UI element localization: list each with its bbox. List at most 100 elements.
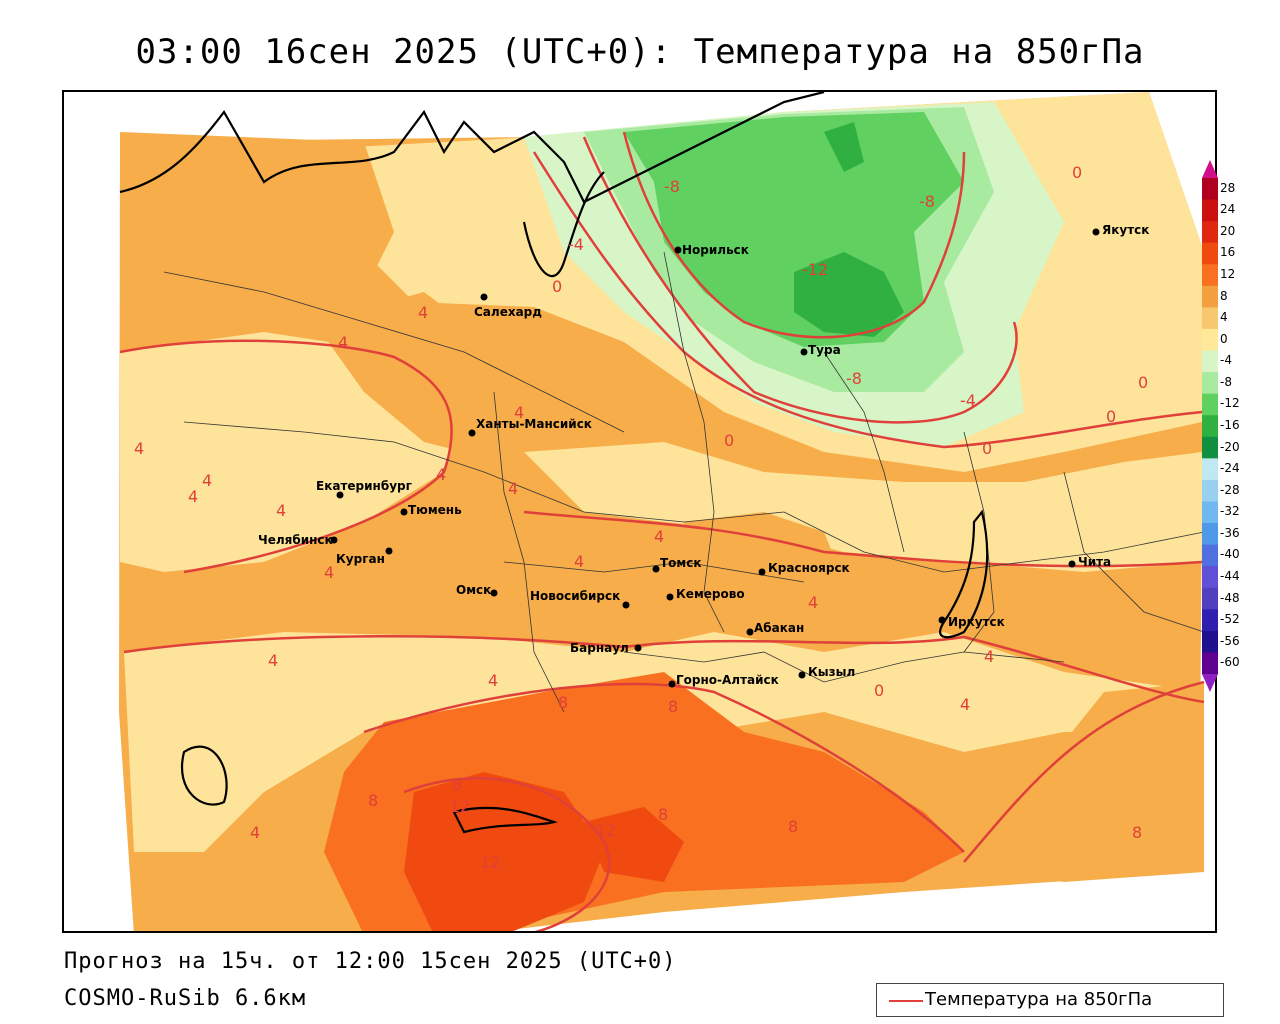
city-krasnoyarsk[interactable]: Красноярск xyxy=(758,561,850,576)
svg-text:Ханты-Мансийск: Ханты-Мансийск xyxy=(476,417,592,431)
field-4-8-east xyxy=(964,682,1204,882)
colorbar-tick-label: -48 xyxy=(1220,590,1240,605)
svg-text:Барнаул: Барнаул xyxy=(570,641,629,655)
colorbar-swatch xyxy=(1202,350,1218,373)
colorbar-min-arrow xyxy=(1202,674,1218,692)
model-name: COSMO-RuSib 6.6км xyxy=(64,986,307,1011)
svg-text:Салехард: Салехард xyxy=(474,305,542,319)
caspian-coast xyxy=(181,745,228,806)
city-salekhard[interactable]: Салехард xyxy=(474,293,542,320)
colorbar-tick-label: 12 xyxy=(1220,267,1236,282)
isotherm-4-east xyxy=(963,680,1205,863)
colorbar-tick-label: -16 xyxy=(1220,418,1240,432)
isotherm-4-center xyxy=(523,510,1203,568)
colorbar-swatch xyxy=(1202,178,1218,201)
city-omsk[interactable]: Омск xyxy=(456,583,498,597)
city-gorno-altaysk[interactable]: Горно-Алтайск xyxy=(668,673,779,688)
colorbar-tick-label: -12 xyxy=(1220,396,1240,411)
iso-label: 0 xyxy=(1138,373,1148,392)
field-neg16-neg12-north xyxy=(824,122,864,172)
svg-text:Якутск: Якутск xyxy=(1102,223,1149,237)
temperature-map: Салехард Норильск Тура Якутск Ханты-Манс… xyxy=(64,92,1215,931)
colorbar-swatch xyxy=(1202,328,1218,352)
city-chita[interactable]: Чита xyxy=(1068,555,1112,569)
svg-text:Тура: Тура xyxy=(808,343,841,357)
iso-label: 4 xyxy=(436,465,446,484)
iso-label: 8 xyxy=(668,697,678,716)
city-yekaterinburg[interactable]: Екатеринбург xyxy=(316,479,412,499)
isotherm-neg8 xyxy=(622,131,966,339)
isotherm-labels: -8 -8 -12 -8 -4 -4 0 0 0 0 0 0 0 4 4 4 4… xyxy=(134,163,1148,872)
city-tomsk[interactable]: Томск xyxy=(652,556,702,573)
city-irkutsk[interactable]: Иркутск xyxy=(938,615,1005,629)
legend: Температура на 850гПа xyxy=(876,983,1224,1017)
city-kurgan[interactable]: Курган xyxy=(336,547,393,567)
colorbar-tick-label: -24 xyxy=(1220,461,1240,476)
svg-text:Чита: Чита xyxy=(1078,555,1111,569)
colorbar-swatch xyxy=(1202,242,1218,265)
colorbar-tick-label: -32 xyxy=(1220,504,1240,519)
iso-label: 4 xyxy=(654,527,664,546)
colorbar-swatch xyxy=(1202,221,1218,244)
field-4-8-ob xyxy=(314,292,544,462)
isotherm-0-north xyxy=(532,151,1203,449)
iso-label: 12 xyxy=(480,853,500,872)
admin-boundaries xyxy=(163,251,1205,713)
iso-label: -4 xyxy=(960,391,976,410)
iso-label: 8 xyxy=(368,791,378,810)
colorbar-tick-label: 20 xyxy=(1220,223,1236,238)
isotherm-4-south xyxy=(123,635,1205,704)
iso-label: 4 xyxy=(984,647,994,666)
field-0-4-south xyxy=(124,632,1204,852)
field-neg16-neg12 xyxy=(794,252,904,337)
colorbar-swatch xyxy=(1202,566,1218,589)
iso-label: 0 xyxy=(1072,163,1082,182)
iso-label: 0 xyxy=(724,431,734,450)
iso-label: 4 xyxy=(134,439,144,458)
colorbar-swatch xyxy=(1202,393,1218,416)
svg-text:Абакан: Абакан xyxy=(754,621,804,635)
iso-label: 4 xyxy=(268,651,278,670)
city-kemerovo[interactable]: Кемерово xyxy=(666,587,745,601)
colorbar-tick-label: -20 xyxy=(1220,439,1240,454)
iso-label: 12 xyxy=(596,821,616,840)
iso-label: 0 xyxy=(874,681,884,700)
city-chelyabinsk[interactable]: Челябинск xyxy=(258,533,338,547)
city-yakutsk[interactable]: Якутск xyxy=(1092,223,1150,237)
iso-label: 4 xyxy=(508,479,518,498)
city-novosibirsk[interactable]: Новосибирск xyxy=(530,589,630,609)
svg-text:Кемерово: Кемерово xyxy=(676,587,745,601)
colorbar-max-arrow xyxy=(1202,160,1218,178)
colorbar-swatch xyxy=(1202,479,1218,502)
city-khanty-mansiysk[interactable]: Ханты-Мансийск xyxy=(468,417,592,437)
colorbar-gradient xyxy=(1202,160,1218,692)
svg-text:Норильск: Норильск xyxy=(682,243,749,257)
iso-label: 4 xyxy=(338,333,348,352)
iso-label: 0 xyxy=(552,277,562,296)
colorbar-tick-label: -40 xyxy=(1220,547,1240,562)
svg-text:Красноярск: Красноярск xyxy=(768,561,850,575)
city-abakan[interactable]: Абакан xyxy=(746,621,805,636)
colorbar-tick-label: -44 xyxy=(1220,568,1240,583)
svg-text:Томск: Томск xyxy=(660,556,702,570)
colorbar-tick-label: 8 xyxy=(1220,288,1228,303)
svg-text:Тюмень: Тюмень xyxy=(408,503,462,517)
city-tyumen[interactable]: Тюмень xyxy=(400,503,463,517)
colorbar-tick-label: 4 xyxy=(1220,310,1228,325)
iso-label: 0 xyxy=(982,439,992,458)
field-0-4-center xyxy=(524,442,1202,572)
city-norilsk[interactable]: Норильск xyxy=(674,243,749,257)
city-tura[interactable]: Тура xyxy=(800,343,841,357)
city-kyzyl[interactable]: Кызыл xyxy=(798,665,856,679)
colorbar-tick-label: -56 xyxy=(1220,633,1240,648)
isotherm-12 xyxy=(403,776,611,931)
svg-text:Екатеринбург: Екатеринбург xyxy=(316,479,412,493)
colorbar-swatch xyxy=(1202,285,1218,308)
colorbar-swatch xyxy=(1202,307,1218,330)
colorbar-swatch xyxy=(1202,436,1218,459)
iso-label: -8 xyxy=(846,369,862,388)
iso-label: 8 xyxy=(558,693,568,712)
city-barnaul[interactable]: Барнаул xyxy=(570,641,642,655)
svg-text:Кызыл: Кызыл xyxy=(808,665,855,679)
isotherms xyxy=(119,131,1205,931)
